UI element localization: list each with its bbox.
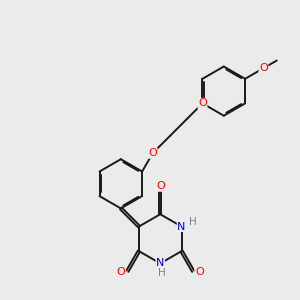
Text: O: O — [259, 63, 268, 73]
Text: O: O — [195, 267, 204, 277]
Text: H: H — [158, 268, 166, 278]
Text: O: O — [157, 181, 165, 191]
Text: H: H — [189, 218, 196, 227]
Text: N: N — [177, 221, 186, 232]
Text: O: O — [198, 98, 207, 108]
Text: O: O — [148, 148, 157, 158]
Text: O: O — [117, 267, 126, 277]
Text: N: N — [156, 258, 164, 268]
